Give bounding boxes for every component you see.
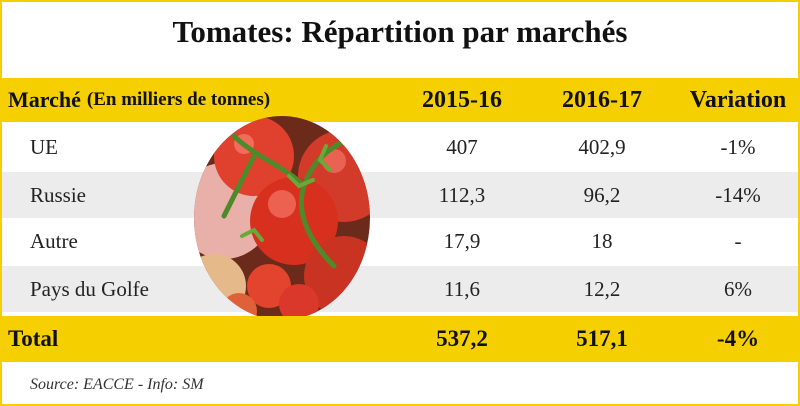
total-label: Total (8, 326, 59, 351)
row-value-2015-16: 17,9 (443, 228, 481, 253)
table-row: Russie 112,3 96,2 -14% (2, 172, 798, 218)
row-value-2016-17: 12,2 (583, 276, 621, 301)
header-market-label: Marché (8, 87, 81, 112)
row-value-2015-16: 407 (446, 134, 478, 159)
tomatoes-photo (194, 116, 370, 320)
header-variation: Variation (689, 86, 787, 113)
table-row: Pays du Golfe 11,6 12,2 6% (2, 266, 798, 312)
row-value-2015-16: 112,3 (438, 182, 486, 207)
table-row: UE 407 402,9 -1% (2, 124, 798, 170)
header-year-2015-16: 2015-16 (422, 86, 502, 113)
row-value-2016-17: 96,2 (583, 182, 621, 207)
row-value-2015-16: 11,6 (444, 276, 480, 301)
header-year-2016-17: 2016-17 (562, 86, 642, 113)
source-note: Source: EACCE - Info: SM (30, 376, 204, 393)
total-value-2015-16: 537,2 (436, 326, 488, 351)
row-market: Autre (30, 228, 78, 253)
row-market: UE (30, 134, 58, 159)
row-variation: 6% (724, 276, 752, 301)
total-value-2016-17: 517,1 (576, 326, 628, 351)
row-value-2016-17: 402,9 (578, 134, 626, 159)
row-market: Russie (30, 182, 87, 207)
row-variation: -1% (720, 134, 756, 159)
page-title: Tomates: Répartition par marchés (172, 14, 628, 49)
total-row: Total 537,2 517,1 -4% (2, 316, 798, 362)
total-variation: -4% (716, 326, 760, 351)
table-header: Marché (En milliers de tonnes) 2015-16 2… (2, 78, 798, 122)
row-market: Pays du Golfe (30, 276, 149, 301)
tomatoes-illustration (194, 116, 370, 320)
header-market: Marché (En milliers de tonnes) (8, 78, 270, 122)
row-variation: - (734, 228, 742, 253)
row-variation: -14% (715, 182, 761, 207)
header-unit: (En milliers de tonnes) (86, 89, 271, 110)
table-row: Autre 17,9 18 - (2, 218, 798, 264)
row-value-2016-17: 18 (591, 228, 613, 253)
